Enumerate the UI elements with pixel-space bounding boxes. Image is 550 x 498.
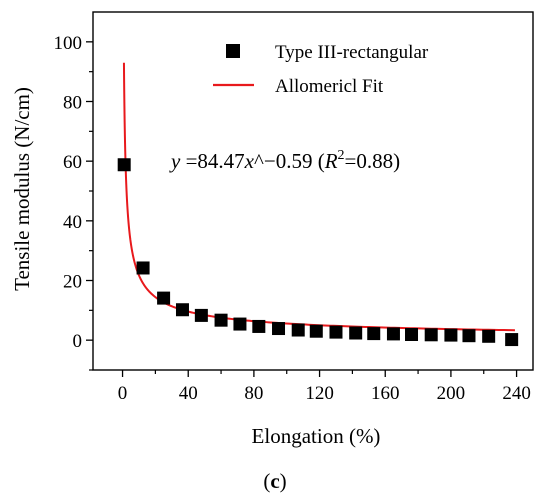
data-point bbox=[233, 317, 247, 331]
legend-marker-square bbox=[226, 44, 240, 58]
x-tick-label: 0 bbox=[118, 383, 128, 404]
y-tick-label: 100 bbox=[54, 33, 83, 54]
data-point bbox=[175, 303, 189, 317]
data-point bbox=[349, 326, 363, 340]
fit-curve-layer bbox=[122, 62, 515, 332]
data-point bbox=[309, 324, 323, 338]
x-axis-title: Elongation (%) bbox=[252, 424, 381, 448]
eq-mid: =84.47 bbox=[180, 149, 244, 173]
x-tick-label: 40 bbox=[179, 383, 198, 404]
data-point bbox=[252, 319, 266, 333]
data-point bbox=[405, 327, 419, 341]
eq-r-tail: =0.88) bbox=[345, 149, 401, 173]
data-point bbox=[386, 327, 400, 341]
data-points-layer bbox=[117, 158, 519, 347]
figure-caption: (c) bbox=[263, 469, 286, 493]
data-point bbox=[157, 291, 171, 305]
legend-label-fit: Allomericl Fit bbox=[275, 76, 384, 97]
x-tick-label: 160 bbox=[371, 383, 400, 404]
data-point bbox=[444, 328, 458, 342]
data-point bbox=[117, 158, 131, 172]
ticks-layer: 0 40 80 120 160 200 240 0 20 40 60 80 100 bbox=[54, 33, 531, 404]
fit-equation: y =84.47x^−0.59 (R2=0.88) bbox=[169, 148, 400, 173]
fit-curve bbox=[122, 62, 515, 332]
plot-border bbox=[92, 11, 534, 371]
plot-area bbox=[92, 11, 534, 371]
data-point bbox=[194, 308, 208, 322]
x-tick-label: 120 bbox=[305, 383, 334, 404]
caption-letter: c bbox=[270, 469, 279, 493]
caption-close: ) bbox=[280, 469, 287, 493]
eq-r-var: R bbox=[324, 149, 338, 173]
y-axis-title: Tensile modulus (N/cm) bbox=[10, 87, 34, 291]
legend-label-scatter: Type III-rectangular bbox=[275, 42, 429, 63]
eq-x-var: x bbox=[244, 149, 255, 173]
y-tick-label: 80 bbox=[63, 93, 82, 114]
data-point bbox=[367, 327, 381, 341]
legend: Type III-rectangular Allomericl Fit bbox=[213, 42, 429, 97]
x-tick-label: 80 bbox=[244, 383, 263, 404]
data-point bbox=[482, 329, 496, 343]
data-point bbox=[424, 328, 438, 342]
eq-tail: ^−0.59 ( bbox=[254, 149, 325, 173]
x-tick-label: 240 bbox=[502, 383, 531, 404]
data-point bbox=[505, 333, 519, 347]
y-tick-label: 20 bbox=[63, 272, 82, 293]
y-tick-label: 40 bbox=[63, 212, 82, 233]
y-tick-label: 60 bbox=[63, 152, 82, 173]
caption-open: ( bbox=[263, 469, 270, 493]
data-point bbox=[291, 323, 305, 337]
data-point bbox=[462, 329, 476, 343]
y-tick-label: 0 bbox=[73, 331, 83, 352]
eq-r-sup: 2 bbox=[338, 148, 345, 163]
data-point bbox=[214, 313, 228, 327]
eq-y-var: y bbox=[169, 149, 181, 173]
data-point bbox=[272, 322, 286, 336]
data-point bbox=[329, 325, 343, 339]
x-tick-label: 200 bbox=[437, 383, 466, 404]
data-point bbox=[136, 261, 150, 275]
